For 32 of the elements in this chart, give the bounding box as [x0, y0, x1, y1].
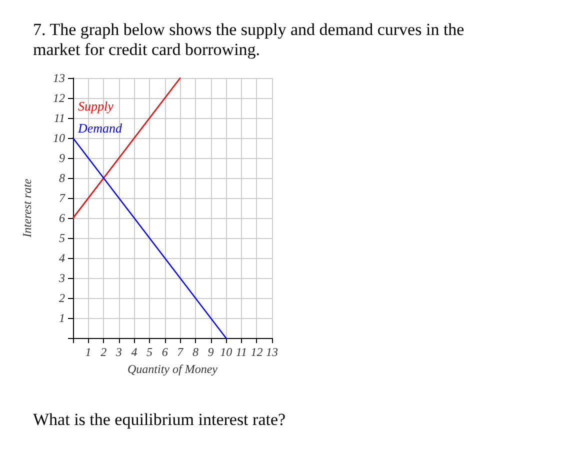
- x-axis-title: Quantity of Money: [128, 362, 218, 376]
- y-tick-label: 2: [59, 291, 65, 306]
- y-tick-label: 6: [59, 211, 65, 226]
- y-tick-label: 8: [59, 171, 65, 186]
- y-tick-label: 11: [54, 111, 65, 126]
- x-tick-label: 6: [162, 345, 168, 360]
- x-tick-label: 9: [208, 345, 214, 360]
- series-label: Demand: [77, 120, 123, 136]
- y-tick-label: 1: [59, 311, 65, 326]
- chart-title: 7. The graph below shows the supply and demand curves in the market for credit card borrowing.: [33, 20, 466, 60]
- y-tick-label: 5: [59, 231, 65, 246]
- x-tick-label: 7: [177, 345, 184, 360]
- y-tick-label: 3: [58, 271, 65, 286]
- x-tick-label: 10: [220, 345, 232, 360]
- x-tick-label: 2: [100, 345, 107, 360]
- y-tick-label: 13: [53, 71, 65, 85]
- y-tick-label: 4: [59, 251, 65, 266]
- x-tick-label: 1: [85, 345, 92, 360]
- y-tick-label: 12: [53, 91, 65, 106]
- x-tick-label: 13: [266, 345, 278, 360]
- x-tick-label: 3: [114, 345, 122, 360]
- text: Supply: [78, 98, 114, 114]
- y-tick-label: 7: [59, 191, 66, 206]
- x-tick-label: 12: [250, 345, 263, 360]
- x-tick-label: 11: [236, 345, 247, 360]
- y-tick-label: 9: [59, 151, 65, 166]
- y-axis-title: Interest rate: [20, 178, 34, 238]
- x-tick-label: 5: [146, 345, 153, 360]
- y-tick-label: 10: [53, 131, 65, 146]
- x-tick-label: 8: [192, 345, 198, 360]
- x-tick-label: 4: [131, 345, 138, 360]
- text: What is the equilibrium interest rate?: [33, 410, 286, 430]
